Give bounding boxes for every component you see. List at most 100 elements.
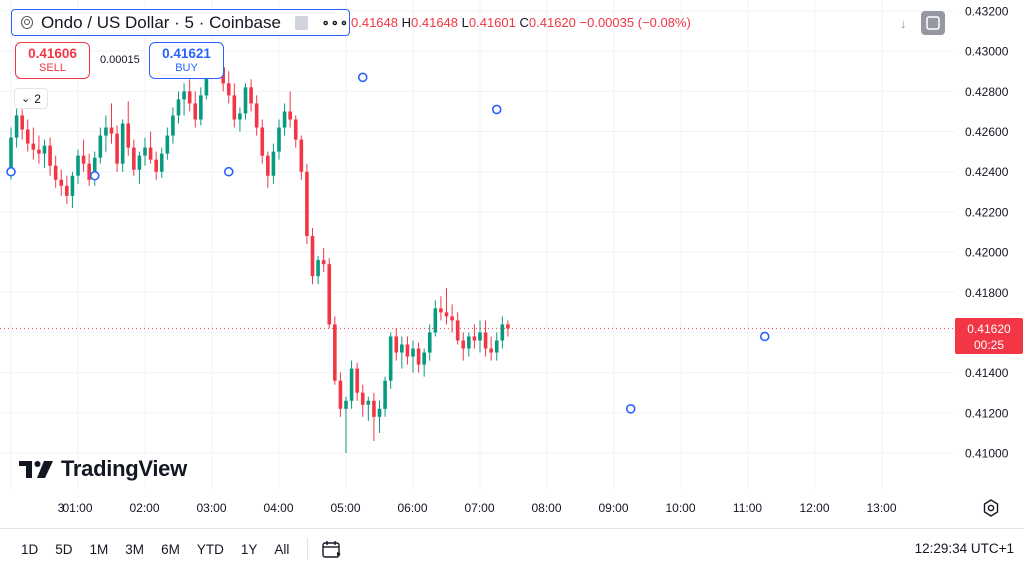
candle-body bbox=[53, 165, 58, 180]
candle-body bbox=[394, 336, 399, 353]
candle bbox=[422, 348, 426, 377]
time-tick-label: 13:00 bbox=[866, 501, 896, 515]
price-tick-label: 0.42000 bbox=[965, 246, 1009, 260]
candle-body bbox=[132, 147, 136, 170]
candle-body bbox=[377, 408, 382, 417]
candle-body bbox=[439, 308, 443, 313]
candle-body bbox=[182, 91, 186, 100]
candle bbox=[104, 115, 108, 152]
timeframe-6m[interactable]: 6M bbox=[161, 541, 180, 557]
candle bbox=[288, 91, 292, 128]
candle-body bbox=[249, 87, 253, 104]
event-marker[interactable] bbox=[625, 403, 636, 414]
candle bbox=[31, 127, 36, 160]
candle bbox=[494, 332, 499, 361]
candle bbox=[277, 119, 281, 160]
timeframe-1m[interactable]: 1M bbox=[89, 541, 109, 557]
candle bbox=[293, 115, 298, 148]
candle-body bbox=[9, 137, 13, 168]
candle-body bbox=[238, 113, 242, 120]
candle bbox=[310, 227, 315, 285]
price-tick-label: 0.41000 bbox=[965, 447, 1009, 461]
ohlc-legend: 0.41648 H0.41648 L0.41601 C0.41620 −0.00… bbox=[351, 15, 691, 30]
symbol-search[interactable]: Ondo / US Dollar · 5 · Coinbase ∘∘∘ bbox=[11, 9, 350, 36]
event-marker[interactable] bbox=[6, 166, 16, 177]
event-marker[interactable] bbox=[89, 170, 100, 181]
candle bbox=[349, 360, 354, 409]
candle bbox=[282, 103, 287, 136]
price-tick-label: 0.42400 bbox=[965, 165, 1009, 179]
price-axis[interactable]: 0.43200 0.43000 0.42800 0.42600 0.42400 0.422… bbox=[955, 0, 1024, 528]
tradingview-logo[interactable]: TradingView bbox=[19, 456, 187, 482]
clock-timezone[interactable]: 12:29:34 UTC+1 bbox=[914, 541, 1014, 556]
candle-body bbox=[243, 87, 248, 114]
candle-body bbox=[92, 157, 97, 180]
candle bbox=[299, 135, 304, 180]
candle bbox=[377, 400, 382, 433]
axis-settings-icon[interactable] bbox=[981, 498, 1001, 518]
candle bbox=[182, 83, 186, 116]
candle-body bbox=[76, 155, 80, 176]
timeframe-ytd[interactable]: YTD bbox=[196, 541, 224, 557]
flag-icon[interactable] bbox=[294, 15, 308, 30]
candle-body bbox=[104, 127, 108, 136]
indicators-toggle[interactable]: ⌄ 2 bbox=[14, 88, 48, 109]
time-tick-label: 04:00 bbox=[263, 501, 293, 515]
buy-button[interactable]: 0.41621 BUY bbox=[149, 42, 224, 79]
candle bbox=[187, 79, 192, 112]
candle bbox=[14, 107, 19, 148]
timeframe-1y[interactable]: 1Y bbox=[240, 541, 258, 557]
time-tick-label: 06:00 bbox=[397, 501, 427, 515]
candle-body bbox=[327, 264, 332, 325]
candle-body bbox=[372, 400, 376, 417]
candle-body bbox=[65, 185, 69, 196]
candle-body bbox=[282, 111, 287, 128]
candle bbox=[249, 79, 253, 112]
calendar-icon[interactable] bbox=[322, 540, 342, 558]
timeframe-1d[interactable]: 1D bbox=[21, 541, 39, 557]
candle-body bbox=[48, 145, 52, 166]
candle bbox=[59, 169, 64, 196]
timeframe-3m[interactable]: 3M bbox=[125, 541, 145, 557]
event-marker[interactable] bbox=[357, 72, 368, 83]
screenshot-icon[interactable] bbox=[920, 11, 945, 35]
candle bbox=[238, 107, 242, 132]
event-marker[interactable] bbox=[491, 104, 502, 115]
candle bbox=[65, 175, 69, 204]
candle bbox=[132, 139, 136, 176]
time-tick-label: 12:00 bbox=[799, 501, 829, 515]
candle bbox=[321, 248, 326, 273]
sell-button[interactable]: 0.41606 SELL bbox=[15, 42, 90, 79]
candle-body bbox=[14, 115, 19, 138]
candle bbox=[70, 171, 75, 208]
candle-body bbox=[467, 336, 471, 349]
close-label: C bbox=[519, 15, 529, 30]
timeframe-5d[interactable]: 5D bbox=[55, 541, 73, 557]
candle-body bbox=[478, 332, 482, 341]
candle-body bbox=[422, 352, 426, 365]
candle bbox=[137, 151, 142, 184]
candle bbox=[372, 392, 376, 441]
event-marker[interactable] bbox=[759, 331, 770, 342]
low-value: 0.41601 bbox=[468, 15, 516, 30]
time-tick-label: 01:00 bbox=[62, 501, 92, 515]
candle bbox=[271, 143, 276, 184]
candle bbox=[467, 332, 471, 357]
candle bbox=[305, 163, 309, 245]
candle-body bbox=[388, 336, 393, 381]
candle bbox=[109, 103, 114, 144]
arrow-down-icon[interactable]: ↓ bbox=[900, 15, 907, 31]
price-tick-label: 0.42200 bbox=[965, 205, 1009, 219]
time-axis[interactable]: 301:00 02:00 03:00 04:00 05:00 06:00 07:00 08:0… bbox=[58, 501, 897, 515]
candle-body bbox=[176, 99, 181, 116]
candle bbox=[478, 320, 482, 353]
more-icon[interactable]: ∘∘∘ bbox=[321, 14, 349, 30]
candle-body bbox=[338, 380, 343, 409]
timeframe-all[interactable]: All bbox=[274, 541, 290, 557]
candle-body bbox=[154, 159, 158, 172]
candle-body bbox=[494, 340, 499, 353]
candle-body bbox=[20, 115, 24, 130]
candle bbox=[243, 83, 248, 120]
event-marker[interactable] bbox=[223, 166, 234, 177]
